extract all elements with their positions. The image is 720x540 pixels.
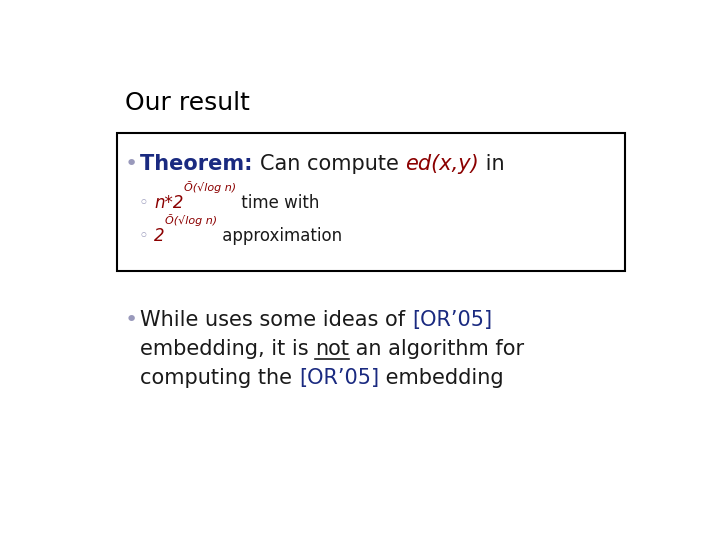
Text: embedding: embedding bbox=[379, 368, 503, 388]
Text: ed(x,y): ed(x,y) bbox=[405, 154, 480, 174]
Text: ◦: ◦ bbox=[138, 194, 148, 212]
Text: embedding, it is: embedding, it is bbox=[140, 339, 315, 359]
Text: 2: 2 bbox=[154, 227, 165, 245]
Text: While uses some ideas of: While uses some ideas of bbox=[140, 310, 412, 330]
Text: in: in bbox=[480, 154, 505, 174]
Text: computing the: computing the bbox=[140, 368, 299, 388]
Text: Õ(√log n): Õ(√log n) bbox=[165, 214, 217, 226]
Text: •: • bbox=[125, 154, 138, 174]
Text: •: • bbox=[125, 310, 138, 330]
Text: n*2: n*2 bbox=[154, 194, 184, 212]
Text: not: not bbox=[315, 339, 349, 359]
Text: Theorem:: Theorem: bbox=[140, 154, 260, 174]
Text: ◦: ◦ bbox=[138, 227, 148, 245]
Text: Õ(√log n): Õ(√log n) bbox=[184, 181, 235, 193]
Text: time with: time with bbox=[235, 194, 319, 212]
Text: [OR’05]: [OR’05] bbox=[299, 368, 379, 388]
Text: an algorithm for: an algorithm for bbox=[349, 339, 525, 359]
Text: Can compute: Can compute bbox=[260, 154, 405, 174]
Bar bbox=[117, 133, 624, 271]
Text: approximation: approximation bbox=[217, 227, 342, 245]
Text: Our result: Our result bbox=[125, 91, 249, 114]
Text: [OR’05]: [OR’05] bbox=[412, 310, 492, 330]
